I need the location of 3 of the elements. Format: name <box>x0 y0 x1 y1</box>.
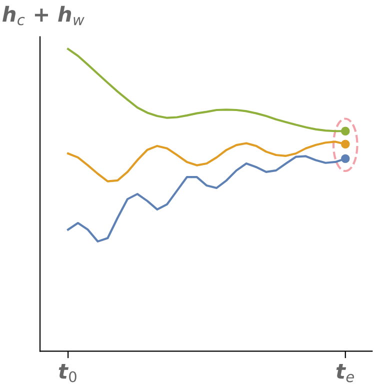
y-axis-title: h$_{c}$ + h$_{w}$ <box>2 6 84 26</box>
x-tick-label: t$_{0}$ <box>58 364 76 382</box>
x-tick-label: t$_{e}$ <box>336 364 354 382</box>
